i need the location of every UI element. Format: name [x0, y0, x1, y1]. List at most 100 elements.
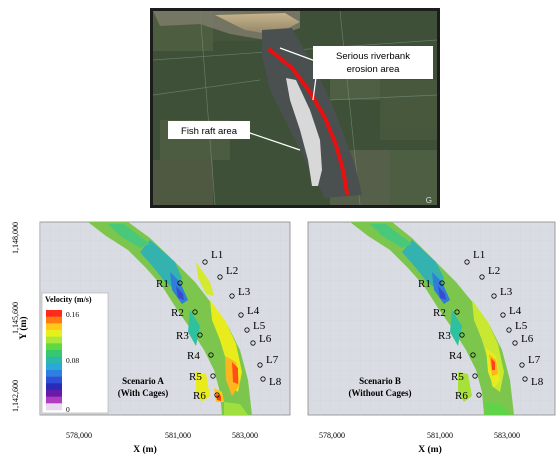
legend-color-step	[46, 330, 62, 337]
erosion-label-box	[313, 46, 433, 79]
b-station-marker-l8	[522, 376, 528, 382]
fish-raft-label: Fish raft area	[181, 126, 238, 137]
panel-a-y-ticks: 1,148,000 1,145,600 1,142,600	[11, 222, 20, 412]
a-station-label-l5: L5	[253, 320, 266, 332]
b-station-label-r3: R3	[438, 330, 451, 342]
a-station-label-l3: L3	[238, 286, 251, 298]
a-station-marker-r2	[192, 309, 198, 315]
a-station-marker-l6	[250, 340, 256, 346]
a-station-label-l6: L6	[259, 333, 272, 345]
legend-color-step	[46, 323, 62, 331]
a-station-label-r3: R3	[176, 330, 189, 342]
a-station-marker-r6	[214, 392, 220, 398]
b-station-label-r5: R5	[451, 371, 464, 383]
legend-color-step	[46, 350, 62, 357]
b-station-label-l2: L2	[488, 265, 500, 277]
b-station-marker-l1	[464, 259, 470, 265]
b-station-label-l7: L7	[528, 354, 541, 366]
b-station-label-l5: L5	[515, 320, 528, 332]
a-station-marker-l5	[244, 327, 250, 333]
a-station-label-l4: L4	[247, 305, 260, 317]
b-station-label-l3: L3	[500, 286, 513, 298]
a-station-label-l2: L2	[226, 265, 238, 277]
scenario-a-subtitle: (With Cages)	[118, 388, 169, 398]
panel-a-river	[88, 222, 252, 415]
a-station-marker-l1	[202, 259, 208, 265]
b-station-marker-r5	[472, 373, 478, 379]
a-station-label-r6: R6	[193, 390, 206, 402]
y-tick-label: 1,142,600	[11, 380, 20, 412]
x-tick-label: 583,000	[232, 431, 258, 440]
fish-raft-area	[286, 78, 322, 186]
b-station-label-l8: L8	[531, 376, 544, 388]
legend-color-step	[46, 383, 62, 391]
legend-title: Velocity (m/s)	[45, 295, 92, 304]
legend-color-step	[46, 396, 62, 404]
a-station-label-r1: R1	[156, 278, 169, 290]
legend-tick-mid: 0.08	[66, 356, 79, 365]
b-station-label-r1: R1	[418, 278, 431, 290]
fish-label-box	[168, 121, 250, 139]
b-station-marker-r4	[470, 352, 476, 358]
y-tick-label: 1,145,600	[11, 302, 20, 334]
b-station-marker-l6	[512, 340, 518, 346]
panel-b-x-ticks: 578,000 581,000 583,000	[319, 431, 520, 440]
b-station-label-r4: R4	[449, 350, 462, 362]
legend-color-step	[46, 363, 62, 371]
legend-color-step	[46, 316, 62, 324]
a-station-label-l1: L1	[211, 249, 223, 261]
x-tick-label: 578,000	[319, 431, 345, 440]
y-tick-label: 1,148,000	[11, 222, 20, 254]
legend-color-step	[46, 403, 62, 411]
legend-color-step	[46, 343, 62, 351]
b-station-marker-l7	[519, 362, 525, 368]
legend-color-step	[46, 336, 62, 344]
a-station-marker-l8	[260, 376, 266, 382]
erosion-callout-line	[279, 47, 319, 63]
legend-tick-min: 0	[66, 405, 70, 414]
a-station-label-l8: L8	[269, 376, 282, 388]
x-axis-label-b: X (m)	[418, 444, 441, 455]
satellite-corner-mark: G	[426, 196, 432, 205]
legend-color-step	[46, 370, 62, 377]
a-station-marker-r3	[197, 332, 203, 338]
erosion-area-line	[268, 48, 349, 195]
fish-callout-line	[249, 132, 301, 151]
scenario-b-title: Scenario B	[359, 376, 401, 386]
x-tick-label: 581,000	[427, 431, 453, 440]
a-station-marker-l3	[229, 293, 235, 299]
b-station-marker-l5	[506, 327, 512, 333]
b-station-marker-l3	[491, 293, 497, 299]
b-station-label-r2: R2	[433, 307, 446, 319]
a-station-marker-r1	[177, 280, 183, 286]
x-tick-label: 578,000	[66, 431, 92, 440]
b-station-marker-l2	[479, 274, 485, 280]
legend-color-step	[46, 310, 62, 317]
panel-b: 578,000 581,000 583,000 X (m) Scenario B…	[307, 221, 556, 455]
a-station-marker-r4	[208, 352, 214, 358]
panel-b-river	[350, 222, 514, 415]
erosion-label-line2: erosion area	[347, 64, 401, 75]
b-station-marker-r1	[439, 280, 445, 286]
x-axis-label: X (m)	[133, 444, 156, 455]
b-station-marker-l4	[500, 312, 506, 318]
b-station-label-l6: L6	[521, 333, 534, 345]
legend-color-step	[46, 390, 62, 397]
a-station-label-r5: R5	[189, 371, 202, 383]
b-station-marker-r6	[476, 392, 482, 398]
panel-a-x-ticks: 578,000 581,000 583,000	[66, 431, 258, 440]
a-station-marker-l7	[257, 362, 263, 368]
a-station-label-l7: L7	[266, 354, 279, 366]
a-station-marker-r5	[210, 373, 216, 379]
legend-color-step	[46, 356, 62, 364]
legend-color-step	[46, 376, 62, 384]
legend-color-bar	[46, 310, 62, 411]
scenario-b-subtitle: (Without Cages)	[348, 388, 411, 398]
x-tick-label: 583,000	[494, 431, 520, 440]
a-station-marker-l4	[238, 312, 244, 318]
b-station-marker-r2	[454, 309, 460, 315]
velocity-legend: Velocity (m/s) 0.16 0.08 0	[41, 292, 109, 414]
erosion-label-line1: Serious riverbank	[336, 51, 410, 62]
